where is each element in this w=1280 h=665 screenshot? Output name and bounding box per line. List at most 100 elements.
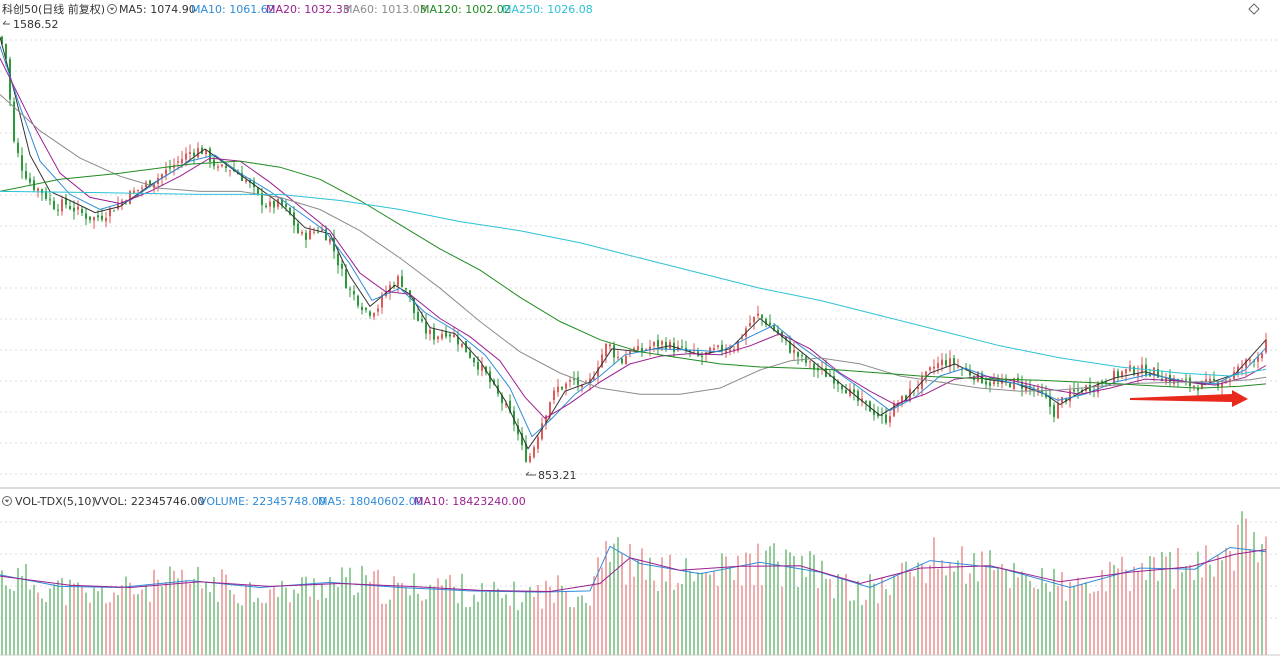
candle-body <box>853 389 855 393</box>
candle-body <box>1137 373 1139 376</box>
ma10-label: MA10: 1061.62 <box>191 3 275 16</box>
candle-body <box>85 213 87 219</box>
candle-body <box>641 347 643 352</box>
candle-body <box>145 182 147 187</box>
candle-body <box>49 199 51 201</box>
candle-body <box>421 319 423 322</box>
candle-body <box>713 348 715 350</box>
candle-body <box>285 204 287 208</box>
candle-body <box>473 357 475 363</box>
candle-body <box>833 376 835 384</box>
candle-body <box>881 415 883 417</box>
candle-body <box>1069 390 1071 402</box>
candle-body <box>1209 378 1211 382</box>
candle-body <box>749 322 751 327</box>
candle-body <box>505 403 507 406</box>
candle-body <box>1057 403 1059 419</box>
candle-body <box>61 199 63 212</box>
indicator-toggle-icon[interactable] <box>107 4 117 14</box>
candle-body <box>681 346 683 348</box>
candle-body <box>445 331 447 337</box>
candle-body <box>349 288 351 290</box>
candle-body <box>869 401 871 412</box>
candle-body <box>657 339 659 347</box>
candle-body <box>1053 405 1055 417</box>
candle-body <box>801 355 803 357</box>
candle-body <box>573 378 575 380</box>
candle-body <box>645 349 647 351</box>
candle-body <box>837 381 839 385</box>
candle-body <box>877 412 879 417</box>
candle-body <box>721 344 723 352</box>
candle-body <box>1085 385 1087 392</box>
candle-body <box>149 180 151 187</box>
candle-body <box>1241 366 1243 368</box>
moving-average-layer <box>0 36 1267 450</box>
candle-body <box>1049 396 1051 407</box>
candle-body <box>813 363 815 370</box>
candle-body <box>605 343 607 357</box>
candle-body <box>629 351 631 354</box>
candle-body <box>89 216 91 221</box>
candle-body <box>1201 381 1203 389</box>
candle-body <box>105 217 107 222</box>
candle-body <box>449 334 451 337</box>
candle-body <box>269 201 271 207</box>
candle-body <box>809 361 811 363</box>
candle-body <box>1037 387 1039 390</box>
candle-body <box>777 329 779 334</box>
candle-body <box>1265 339 1267 353</box>
ma20-label: MA20: 1032.33 <box>266 3 350 16</box>
candle-body <box>549 402 551 416</box>
candle-body <box>305 232 307 240</box>
candle-body <box>453 334 455 337</box>
candle-body <box>169 167 171 169</box>
candle-body <box>293 212 295 226</box>
candle-body <box>289 207 291 215</box>
candle-body <box>1213 378 1215 381</box>
candle-body <box>513 410 515 425</box>
candle-body <box>517 425 519 435</box>
high-marker: 1586.52 <box>2 18 59 31</box>
candle-body <box>281 198 283 206</box>
candle-body <box>949 358 951 367</box>
candle-body <box>993 381 995 385</box>
diamond-settings-icon[interactable] <box>1248 3 1260 15</box>
candle-body <box>329 238 331 243</box>
candle-body <box>1065 398 1067 403</box>
candle-body <box>417 312 419 321</box>
candle-body <box>741 337 743 339</box>
candle-body <box>933 366 935 369</box>
candle-body <box>69 206 71 210</box>
candle-body <box>925 371 927 377</box>
candle-body <box>537 437 539 449</box>
candle-body <box>1261 353 1263 359</box>
candle-body <box>33 180 35 191</box>
candle-body <box>941 359 943 366</box>
candle-body <box>1041 390 1043 394</box>
candle-body <box>613 345 615 358</box>
candle-body <box>1149 374 1151 377</box>
candle-body <box>985 381 987 385</box>
candle-body <box>917 386 919 389</box>
candle-body <box>153 183 155 188</box>
candle-body <box>333 237 335 252</box>
candle-body <box>969 371 971 376</box>
candle-body <box>405 287 407 290</box>
candle-body <box>197 147 199 158</box>
candle-body <box>53 200 55 210</box>
candle-body <box>1257 356 1259 362</box>
candle-body <box>321 229 323 231</box>
candle-body <box>889 416 891 423</box>
candle-body <box>937 363 939 369</box>
candle-body <box>465 341 467 353</box>
candle-body <box>217 166 219 168</box>
candle-body <box>93 217 95 221</box>
vol-ma10-label: MA10: 18423240.00 <box>414 495 526 508</box>
volume-indicator-toggle-icon[interactable] <box>2 496 12 506</box>
ma120-label: MA120: 1002.02 <box>420 3 511 16</box>
candle-body <box>429 329 431 334</box>
candle-body <box>1097 383 1099 393</box>
